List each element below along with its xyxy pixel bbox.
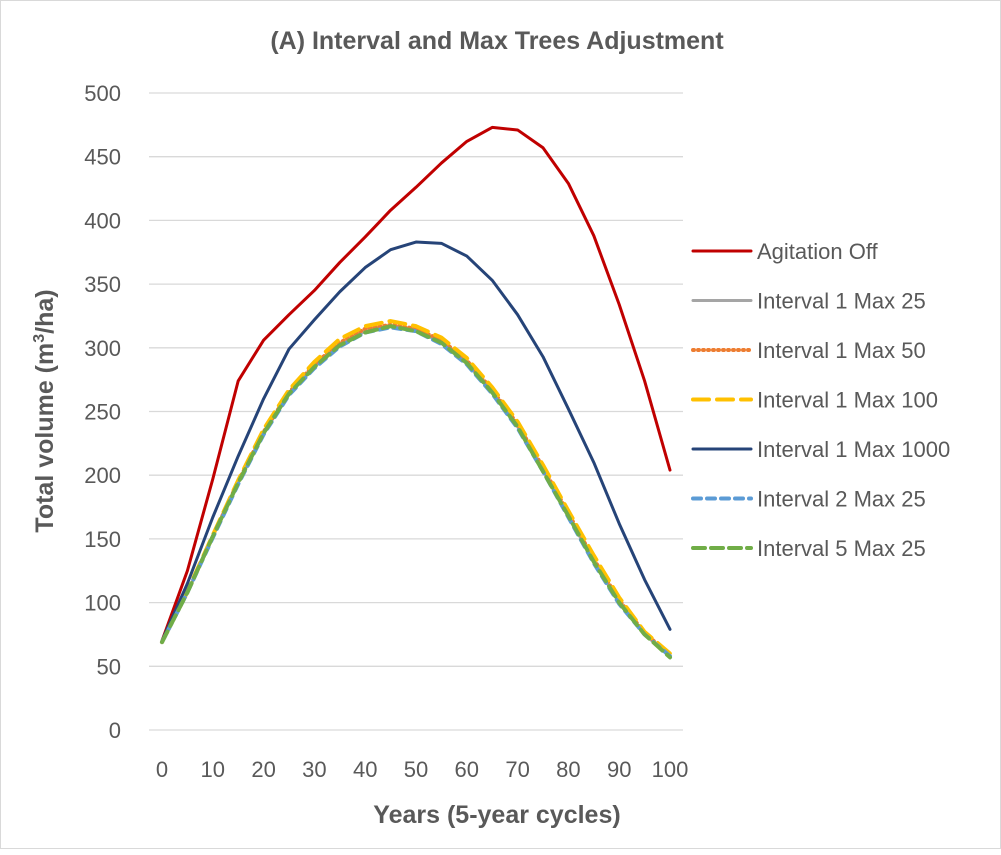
legend: Agitation Off Interval 1 Max 25 Interval 1… (691, 239, 950, 561)
series-line-interval-1-max-25 (160, 324, 672, 658)
y-tick-label: 400 (84, 208, 121, 233)
x-tick-label: 50 (404, 757, 428, 782)
x-tick-label: 30 (302, 757, 326, 782)
x-tick-label: 60 (455, 757, 479, 782)
x-tick-label: 100 (652, 757, 689, 782)
x-tick-label: 10 (201, 757, 225, 782)
legend-label: Interval 1 Max 50 (757, 338, 926, 363)
x-tick-label: 70 (505, 757, 529, 782)
y-tick-label: 500 (84, 81, 121, 106)
series-line-interval-1-max-1000 (160, 240, 672, 643)
legend-label: Interval 1 Max 25 (757, 289, 926, 314)
series-line-interval-1-max-50 (160, 322, 672, 657)
x-tick-label: 20 (251, 757, 275, 782)
y-tick-label: 350 (84, 272, 121, 297)
series-line-interval-5-max-25 (160, 324, 672, 660)
legend-label: Interval 2 Max 25 (757, 487, 926, 512)
x-tick-label: 90 (607, 757, 631, 782)
y-axis-label: Total volume (m3/ha) (31, 289, 59, 532)
x-axis-label: Years (5-year cycles) (373, 801, 620, 829)
y-tick-label: 0 (109, 718, 121, 743)
legend-label: Interval 1 Max 1000 (757, 437, 950, 462)
series-line-agitation-off (160, 125, 672, 643)
legend-label: Interval 1 Max 100 (757, 388, 938, 413)
y-tick-label: 200 (84, 463, 121, 488)
series-line-interval-2-max-25 (160, 325, 672, 659)
y-tick-label: 50 (97, 654, 121, 679)
y-tick-label: 150 (84, 527, 121, 552)
legend-label: Interval 5 Max 25 (757, 536, 926, 561)
y-tick-label: 450 (84, 145, 121, 170)
x-tick-label: 0 (156, 757, 168, 782)
y-tick-label: 100 (84, 591, 121, 616)
x-tick-label: 40 (353, 757, 377, 782)
chart-title: (A) Interval and Max Trees Adjustment (270, 27, 724, 55)
x-tick-label: 80 (556, 757, 580, 782)
y-tick-label: 300 (84, 336, 121, 361)
y-tick-label: 250 (84, 400, 121, 425)
legend-label: Agitation Off (757, 239, 879, 264)
